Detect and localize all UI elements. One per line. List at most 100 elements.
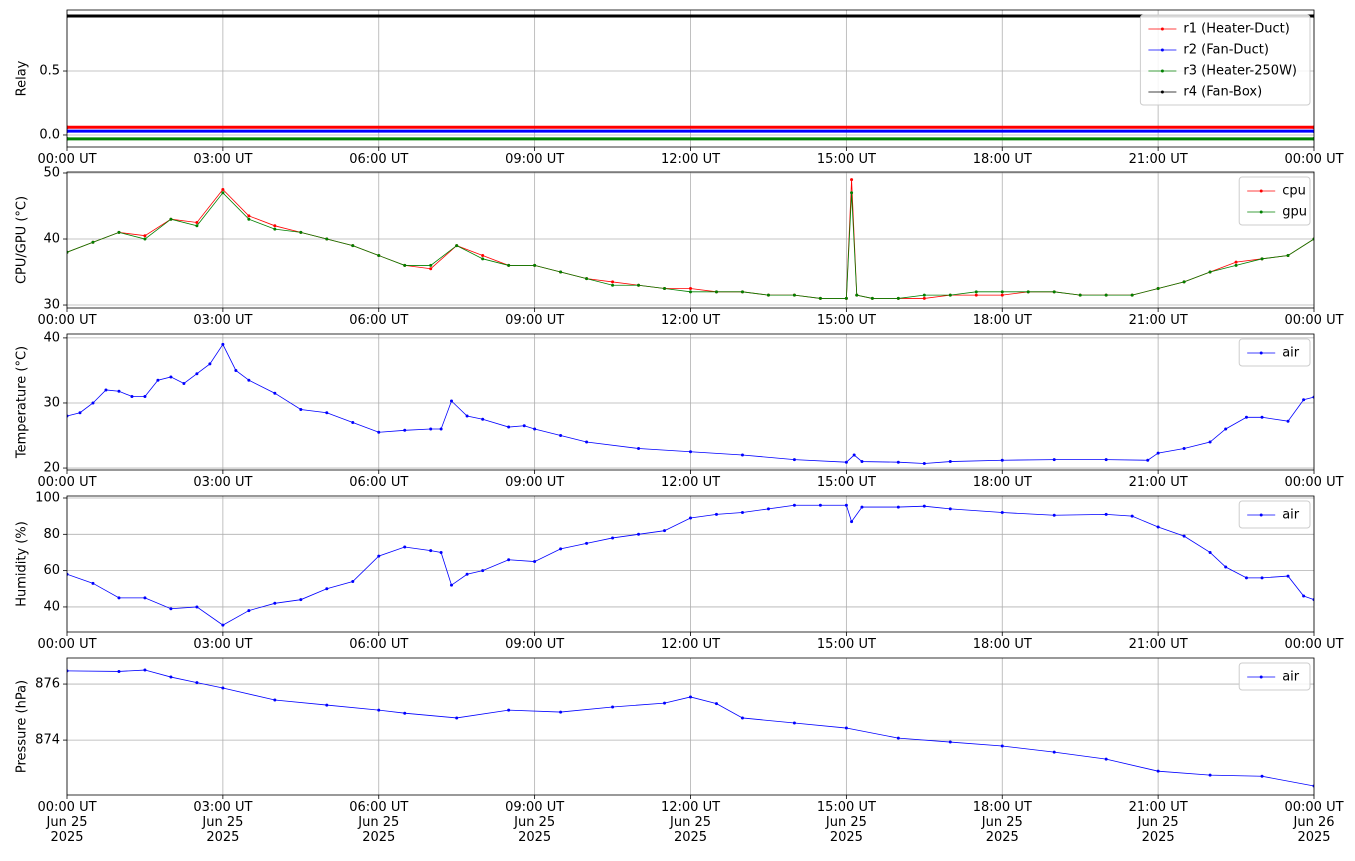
data-point (449, 583, 453, 587)
data-point (740, 290, 744, 294)
data-point (948, 507, 952, 511)
data-point (481, 257, 485, 261)
data-point (948, 293, 952, 297)
data-point (299, 407, 303, 411)
x-tick-label: 00:00 UT Jun 25 2025 (37, 800, 97, 845)
data-point (465, 572, 469, 576)
legend-label: r4 (Fan-Box) (1183, 85, 1262, 100)
y-axis-label: Temperature (°C) (15, 346, 30, 459)
plot-frame (66, 495, 1315, 633)
data-point (860, 505, 864, 509)
y-tick-label: 50 (43, 165, 60, 180)
y-axis-label: CPU/GPU (°C) (15, 196, 30, 284)
data-point (792, 503, 796, 507)
legend-marker (1259, 189, 1263, 193)
x-tick-label: 18:00 UT (972, 152, 1032, 167)
data-point (273, 224, 277, 228)
data-point (195, 221, 199, 225)
legend-marker (1160, 27, 1164, 31)
y-tick-label: 40 (43, 330, 60, 345)
data-point (766, 293, 770, 297)
x-tick-label: 18:00 UT (972, 637, 1032, 652)
x-tick-label: 12:00 UT (660, 313, 721, 328)
x-tick-label: 03:00 UT (193, 475, 253, 490)
x-tick-label: 09:00 UT (505, 152, 565, 167)
data-point (507, 708, 511, 712)
x-tick-label: 00:00 UT (37, 637, 97, 652)
x-tick-label: 12:00 UT (660, 475, 721, 490)
data-point (130, 394, 134, 398)
data-point (78, 411, 82, 415)
data-point (850, 178, 854, 182)
data-point (844, 503, 848, 507)
data-point (221, 623, 225, 627)
data-point (522, 424, 526, 428)
data-point (481, 569, 485, 573)
data-point (611, 280, 615, 284)
x-tick-label: 12:00 UT (660, 637, 721, 652)
y-tick-label: 30 (43, 395, 60, 410)
x-tick-label: 21:00 UT (1128, 475, 1188, 490)
data-point (585, 440, 589, 444)
legend-box (1238, 500, 1311, 529)
data-point (247, 609, 251, 613)
data-point (852, 453, 856, 457)
data-point (299, 598, 303, 602)
data-point (689, 450, 692, 454)
data-point (273, 391, 277, 395)
data-point (403, 711, 407, 715)
x-tick-label: 18:00 UT (972, 313, 1032, 328)
data-point (844, 460, 848, 464)
data-point (1260, 415, 1264, 419)
x-tick-label: 15:00 UT (816, 637, 876, 652)
x-tick-label: 18:00 UT Jun 25 2025 (972, 800, 1032, 845)
data-point (1146, 458, 1150, 462)
data-point (351, 420, 355, 424)
data-point (740, 453, 744, 457)
data-point (1182, 447, 1186, 451)
data-point (247, 214, 251, 218)
data-point (1130, 514, 1134, 518)
x-tick-label: 00:00 UT (1284, 637, 1344, 652)
data-point (714, 702, 718, 706)
data-point (974, 293, 978, 297)
legend-marker (1259, 210, 1263, 214)
x-tick-label: 09:00 UT (505, 475, 565, 490)
data-point (792, 458, 796, 462)
data-point (533, 263, 537, 267)
data-point (559, 434, 563, 438)
series-group (67, 668, 1314, 788)
data-point (156, 378, 160, 382)
legend-marker (1259, 675, 1263, 679)
data-point (559, 270, 563, 274)
y-axis-label: Relay (15, 60, 30, 96)
data-point (585, 277, 589, 281)
data-point (1052, 290, 1056, 294)
data-point (1312, 125, 1314, 130)
data-point (1000, 293, 1004, 297)
data-point (299, 230, 303, 234)
y-tick-label: 60 (43, 563, 60, 578)
data-point (1286, 574, 1290, 578)
series-line (67, 343, 1314, 464)
x-tick-label: 03:00 UT (193, 637, 253, 652)
series-group (67, 178, 1314, 300)
x-tick-label: 12:00 UT Jun 25 2025 (660, 800, 721, 845)
data-point (1286, 419, 1290, 423)
data-point (195, 605, 199, 609)
data-point (143, 596, 147, 600)
data-point (104, 388, 108, 392)
data-point (169, 675, 173, 679)
data-point (1156, 451, 1160, 455)
data-point (351, 580, 355, 584)
x-tick-label: 06:00 UT (349, 475, 409, 490)
data-point (143, 394, 147, 398)
data-point (740, 716, 744, 720)
data-point (1234, 263, 1238, 267)
data-point (1182, 534, 1186, 538)
legend-box (1238, 662, 1311, 691)
data-point (1104, 458, 1108, 462)
x-tick-label: 06:00 UT (349, 637, 409, 652)
data-point (143, 237, 147, 241)
data-point (117, 230, 121, 234)
